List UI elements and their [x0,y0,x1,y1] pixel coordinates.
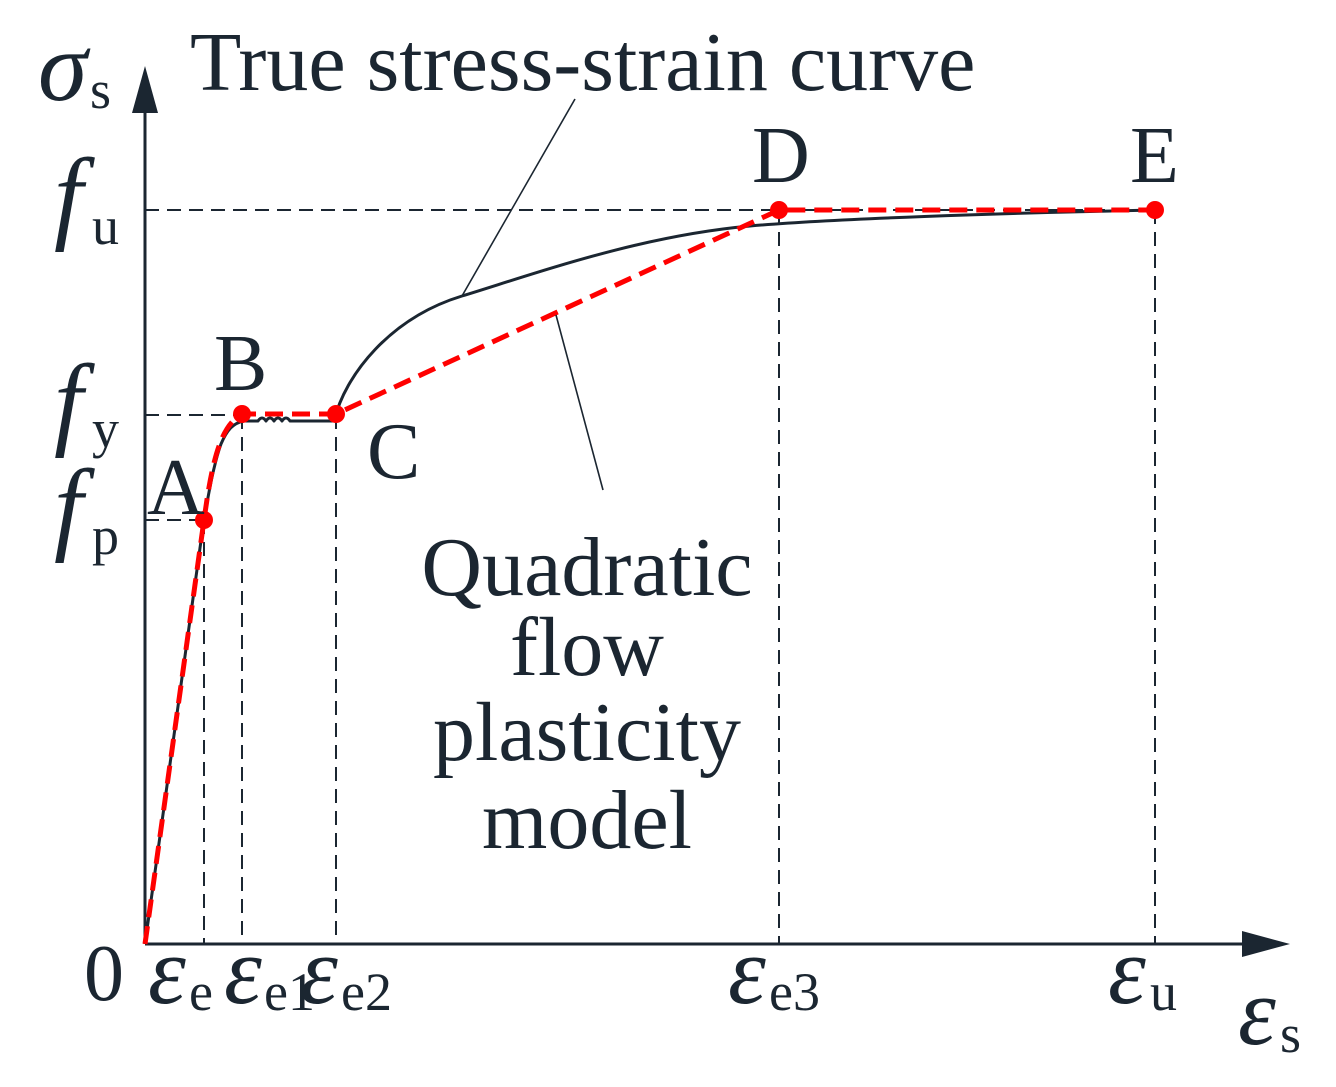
point-b-marker [233,405,251,423]
model-label-line: model [482,774,692,867]
y-axis-symbol: σ [38,11,91,122]
y-tick-fp-subscript: p [92,506,119,566]
model-label-line: Quadratic [421,521,752,614]
point-a-marker [195,511,213,529]
point-d-marker [770,201,788,219]
x-tick-epsilon-u-symbol: ε [1108,917,1146,1024]
model-label-line: flow [510,601,664,694]
x-axis-symbol: ε [1238,958,1276,1065]
y-tick-fu-subscript: u [92,196,119,256]
model-leader-line [555,314,604,491]
y-axis-subscript: s [90,60,111,120]
quadratic-flow-model-curve [142,207,1155,945]
true-curve-label: True stress-strain curve [190,16,975,109]
model-points [195,201,1164,529]
y-axis-arrow-icon [132,66,158,113]
point-d-label: D [752,112,810,200]
x-axis-subscript: s [1280,1004,1301,1064]
x-tick-epsilon-e3-subscript: e3 [769,962,820,1022]
x-tick-epsilon-u-subscript: u [1150,962,1177,1022]
origin-label: 0 [84,930,124,1018]
x-tick-epsilon-e2-subscript: e2 [341,962,392,1022]
model-label: Quadratic flow plasticity model [421,521,752,867]
true-stress-strain-curve [143,208,1156,945]
x-tick-epsilon-e-symbol: ε [148,917,186,1024]
point-c-label: C [367,408,420,496]
x-axis-arrow-icon [1242,931,1290,957]
x-tick-epsilon-e3-symbol: ε [728,917,766,1024]
point-b-label: B [214,320,267,408]
point-e-marker [1146,201,1164,219]
point-a-label: A [147,444,205,532]
true-curve-leader-line [461,98,576,297]
point-e-label: E [1130,112,1179,200]
y-tick-fy-subscript: y [92,399,119,459]
x-tick-epsilon-e2-symbol: ε [300,917,338,1024]
model-label-line: plasticity [433,686,741,779]
x-tick-epsilon-e-subscript: e [189,962,213,1022]
point-c-marker [327,405,345,423]
x-tick-epsilon-e1-subscript: e1 [264,962,315,1022]
x-tick-epsilon-e1-symbol: ε [224,917,262,1024]
